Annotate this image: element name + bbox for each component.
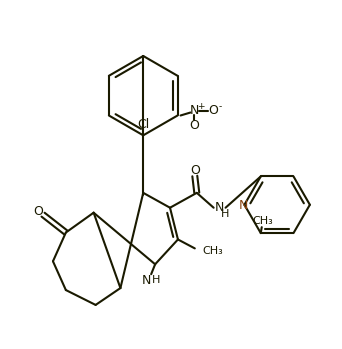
Text: O: O [189, 119, 199, 132]
Text: O: O [33, 205, 43, 218]
Text: -: - [219, 102, 222, 111]
Text: N: N [142, 274, 151, 287]
Text: N: N [190, 104, 199, 117]
Text: N: N [239, 199, 248, 212]
Text: CH₃: CH₃ [252, 216, 273, 226]
Text: H: H [152, 275, 160, 285]
Text: O: O [208, 104, 218, 117]
Text: +: + [197, 102, 204, 111]
Text: N: N [215, 201, 224, 214]
Text: H: H [221, 209, 230, 219]
Text: O: O [190, 164, 200, 177]
Text: Cl: Cl [137, 118, 149, 131]
Text: CH₃: CH₃ [203, 246, 223, 257]
